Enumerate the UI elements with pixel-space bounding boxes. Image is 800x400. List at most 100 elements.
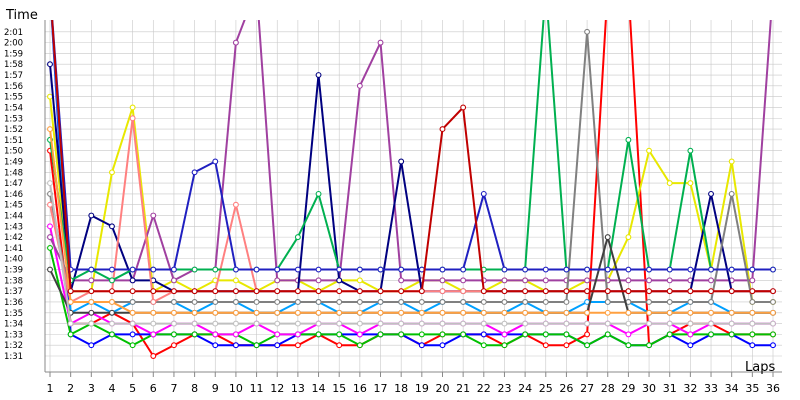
x-tick-label: 33 [704, 382, 718, 395]
data-point [315, 331, 322, 338]
data-point [522, 266, 529, 273]
data-point [356, 309, 363, 316]
data-point [687, 266, 694, 273]
data-point [274, 342, 281, 349]
data-point [687, 180, 694, 187]
data-point [749, 320, 756, 327]
data-point [212, 299, 219, 305]
data-point [604, 288, 611, 295]
data-point [687, 331, 694, 338]
data-point [88, 320, 95, 327]
data-point [212, 288, 219, 295]
data-point [212, 158, 219, 165]
data-point [232, 331, 239, 338]
data-point [501, 331, 508, 338]
data-point [315, 309, 322, 316]
data-point [584, 277, 591, 284]
data-point [212, 342, 219, 349]
data-point [418, 331, 425, 338]
data-point [129, 320, 136, 327]
data-point [191, 266, 198, 273]
data-point [460, 288, 467, 295]
data-point [646, 277, 653, 284]
y-tick-label: 1:35 [4, 309, 23, 319]
data-point [480, 342, 487, 349]
data-point [315, 320, 322, 327]
x-tick-label: 16 [353, 382, 367, 395]
series-line [49, 20, 772, 282]
data-point [728, 320, 735, 327]
y-tick-label: 1:51 [4, 136, 23, 146]
data-point [170, 320, 177, 327]
data-point [666, 266, 673, 273]
data-point [646, 266, 653, 273]
data-point [460, 320, 467, 327]
data-point [191, 331, 198, 338]
y-tick-label: 1:53 [4, 114, 23, 124]
x-tick-label: 25 [539, 382, 553, 395]
data-point [563, 342, 570, 349]
data-point [336, 320, 343, 327]
data-point [770, 299, 776, 305]
data-point [336, 266, 343, 273]
y-tick-label: 1:36 [4, 298, 23, 308]
y-tick-label: 1:48 [4, 168, 23, 178]
x-tick-label: 4 [108, 382, 115, 395]
data-point [253, 266, 260, 273]
x-tick-label: 15 [332, 382, 346, 395]
data-point [501, 320, 508, 327]
x-tick-label: 35 [745, 382, 759, 395]
data-point [88, 288, 95, 295]
data-point [501, 309, 508, 316]
data-point [708, 299, 714, 305]
data-point [398, 331, 405, 338]
data-point [398, 266, 405, 273]
data-point [232, 320, 239, 327]
x-tick-label: 21 [456, 382, 470, 395]
data-point [480, 190, 487, 197]
data-point [604, 320, 611, 327]
x-tick-label: 22 [477, 382, 491, 395]
data-point [109, 331, 115, 338]
x-tick-label: 32 [683, 382, 697, 395]
data-point [646, 309, 653, 316]
x-tick-label: 3 [88, 382, 95, 395]
data-point [728, 266, 735, 273]
data-point [522, 299, 529, 305]
data-point [625, 342, 632, 349]
data-point [770, 342, 776, 349]
data-point [129, 331, 136, 338]
data-point [150, 212, 157, 219]
data-point [728, 331, 735, 338]
data-point [584, 266, 591, 273]
data-point [749, 309, 756, 316]
series-line [49, 117, 773, 303]
data-point [150, 299, 157, 305]
y-tick-label: 1:52 [4, 125, 23, 135]
data-point [480, 320, 487, 327]
series-line [49, 20, 773, 282]
data-point [625, 266, 632, 273]
data-point [47, 244, 53, 251]
data-point [749, 299, 756, 305]
data-point [728, 288, 735, 295]
data-point [439, 299, 446, 305]
y-tick-label: 1:43 [4, 222, 23, 232]
x-tick-label: 29 [621, 382, 635, 395]
data-point [708, 190, 714, 197]
series-9 [47, 28, 776, 305]
data-point [687, 309, 694, 316]
data-point [542, 320, 549, 327]
x-tick-label: 23 [497, 382, 511, 395]
data-point [294, 309, 301, 316]
data-point [294, 299, 301, 305]
data-point [47, 266, 53, 273]
y-tick-label: 1:46 [4, 190, 23, 200]
data-point [336, 299, 343, 305]
data-point [377, 331, 384, 338]
data-point [129, 277, 136, 284]
data-point [439, 277, 446, 284]
data-point [356, 331, 363, 338]
data-point [274, 331, 281, 338]
data-point [150, 266, 157, 273]
